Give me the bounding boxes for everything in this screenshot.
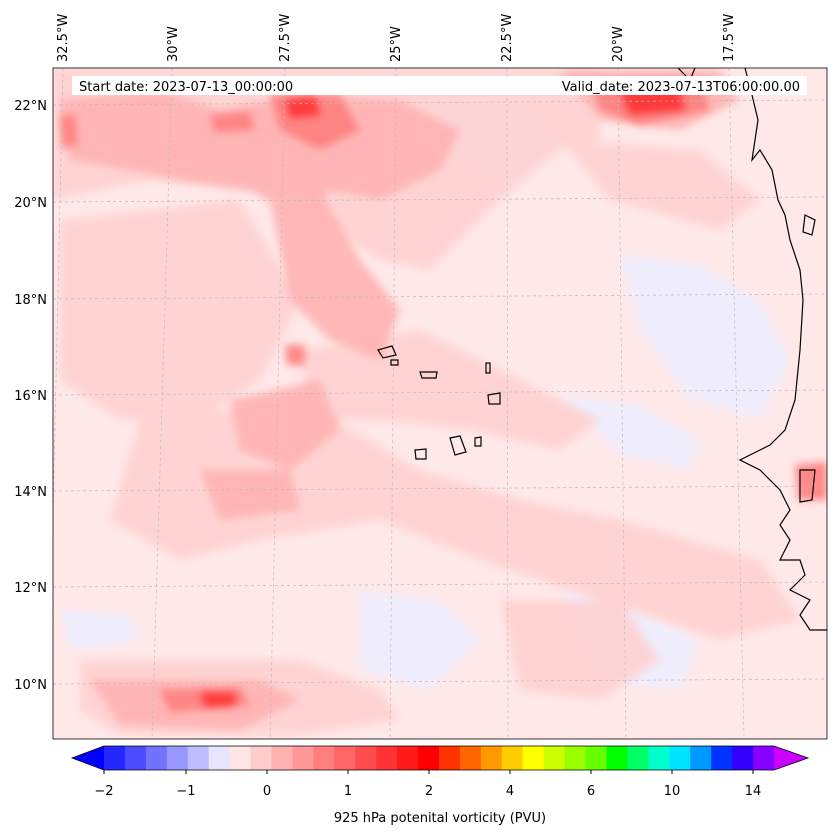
colorbar-tick-label: 0: [263, 784, 271, 799]
lat-label: 22°N: [14, 99, 47, 114]
colorbar-segment: [355, 746, 377, 770]
colorbar-segment: [334, 746, 356, 770]
colorbar-tick-label: 2: [425, 784, 433, 799]
coastline: [377, 68, 827, 631]
colorbar-segment: [522, 746, 545, 770]
colorbar-extend-min: [72, 746, 104, 770]
colorbar-tick-label: 14: [745, 784, 762, 799]
colorbar-tick-label: 1: [344, 784, 352, 799]
colorbar-segment: [690, 746, 712, 770]
lat-label: 20°N: [14, 196, 47, 211]
lon-label: 22.5°W: [500, 14, 515, 62]
lon-label: 20°W: [611, 26, 626, 62]
colorbar-segment: [459, 746, 482, 770]
valid-date-text: Valid_date: 2023-07-13T06:00:00.00: [562, 80, 800, 95]
lon-label: 17.5°W: [722, 14, 737, 62]
lat-label: 10°N: [14, 678, 47, 693]
lon-label: 30°W: [166, 26, 181, 62]
colorbar-segment: [585, 746, 607, 770]
colorbar-tick-label: 10: [664, 784, 681, 799]
colorbar-segment: [480, 746, 503, 770]
colorbar-segment: [732, 746, 754, 770]
lat-labels: 22°N 20°N 18°N 16°N 14°N 12°N 10°N: [14, 99, 47, 693]
colorbar-segment: [376, 746, 398, 770]
colorbar-segment: [187, 746, 210, 770]
lon-label: 27.5°W: [278, 14, 293, 62]
colorbar-segment: [711, 746, 733, 770]
colorbar-segment: [208, 746, 231, 770]
colorbar-segment: [397, 746, 419, 770]
colorbar-segment: [648, 746, 670, 770]
colorbar-segment: [292, 746, 314, 770]
pv-field: [53, 68, 827, 739]
colorbar-segment: [564, 746, 587, 770]
colorbar-segment: [250, 746, 272, 770]
lon-label: 25°W: [389, 26, 404, 62]
colorbar-segment: [229, 746, 252, 770]
colorbar-tick-labels: −2 −1 0 1 2 4 6 10 14: [94, 784, 761, 799]
colorbar-segment: [166, 746, 189, 770]
colorbar-segment: [104, 746, 126, 770]
colorbar-segment: [313, 746, 335, 770]
lat-label: 18°N: [14, 293, 47, 308]
map-frame: [52, 67, 828, 740]
colorbar-tick-label: 4: [506, 784, 514, 799]
lon-labels: 32.5°W 30°W 27.5°W 25°W 22.5°W 20°W 17.5…: [56, 14, 737, 62]
start-date-text: Start date: 2023-07-13_00:00:00: [79, 80, 293, 95]
colorbar-tick-label: −2: [94, 784, 113, 799]
colorbar-tick-label: −1: [176, 784, 195, 799]
colorbar-segment: [418, 746, 440, 770]
colorbar-segment: [606, 746, 628, 770]
colorbar-extend-max: [774, 746, 808, 770]
lat-label: 16°N: [14, 389, 47, 404]
colorbar-segment: [439, 746, 461, 770]
colorbar-tick-label: 6: [587, 784, 595, 799]
colorbar: [70, 745, 810, 774]
lon-label: 32.5°W: [56, 14, 71, 62]
lat-label: 14°N: [14, 485, 47, 500]
colorbar-segment: [145, 746, 168, 770]
colorbar-title: 925 hPa potenital vorticity (PVU): [334, 811, 546, 826]
gridlines: [53, 68, 827, 739]
colorbar-segment: [124, 746, 147, 770]
lat-label: 12°N: [14, 581, 47, 596]
colorbar-segment: [753, 746, 775, 770]
colorbar-segment: [543, 746, 566, 770]
colorbar-segment: [501, 746, 524, 770]
colorbar-segment: [669, 746, 691, 770]
colorbar-segment: [627, 746, 649, 770]
colorbar-segment: [271, 746, 293, 770]
header-box: [72, 76, 807, 95]
